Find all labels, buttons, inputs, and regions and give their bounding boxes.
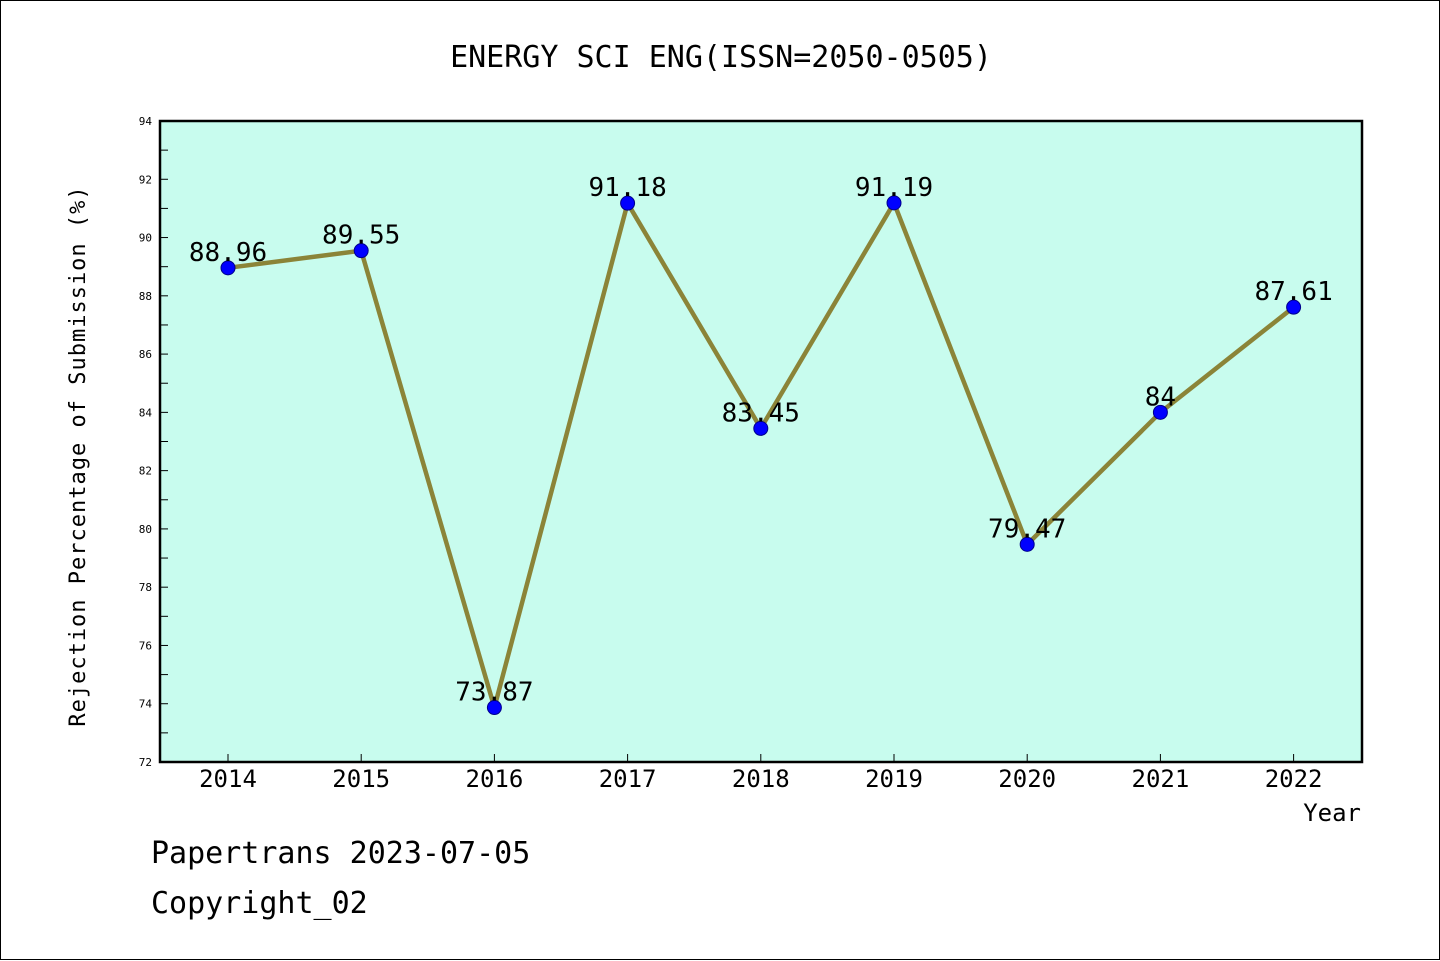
footer-copyright: Copyright_02 [151,886,368,921]
x-tick-label: 2014 [199,765,257,793]
data-point [620,195,636,211]
y-tick-label: 78 [139,581,152,594]
data-point [486,700,502,716]
data-label: 87.61 [1254,277,1332,307]
data-point [220,260,236,276]
data-label: 89.55 [322,221,400,251]
data-point [1286,299,1302,315]
data-label: 91.18 [588,173,666,203]
data-label: 83.45 [722,398,800,428]
x-tick-label: 2021 [1132,765,1190,793]
data-labels: 88.96 89.55 73.87 91.18 83.45 91.19 79.47 84 87.… [189,173,1333,708]
y-axis-label: Rejection Percentage of Submission (%) [66,185,91,726]
y-axis: 72 74 76 78 80 82 84 86 88 90 92 94 [139,115,168,769]
plot-area [158,119,1364,764]
y-tick-label: 80 [139,523,152,536]
data-label: 73.87 [455,678,533,708]
data-points [220,195,1302,716]
x-tick-label: 2016 [466,765,524,793]
x-tick-label: 2018 [732,765,790,793]
y-tick-label: 72 [139,756,152,769]
y-tick-label: 90 [139,232,152,245]
x-tick-label: 2015 [332,765,390,793]
data-label: 79.47 [988,514,1066,544]
data-point [886,195,902,211]
y-tick-label: 82 [139,465,152,478]
data-point [753,420,769,436]
x-tick-label: 2020 [998,765,1056,793]
y-tick-label: 84 [139,406,153,419]
y-tick-label: 76 [139,639,152,652]
chart-title: ENERGY SCI ENG(ISSN=2050-0505) [450,40,992,75]
y-tick-label: 94 [139,115,153,128]
x-tick-label: 2019 [865,765,923,793]
y-tick-label: 74 [139,698,153,711]
x-axis: 2014 2015 2016 2017 2018 2019 2020 2021 2022 [199,754,1322,793]
y-tick-label: 92 [139,173,152,186]
data-point [353,243,369,259]
data-label: 88.96 [189,238,267,268]
x-axis-label: Year [1303,799,1361,827]
y-tick-label: 86 [139,348,152,361]
footer-source: Papertrans 2023-07-05 [151,836,531,871]
data-point [1152,404,1168,420]
data-label: 84 [1145,382,1176,412]
data-point [1019,536,1035,552]
data-label: 91.19 [855,173,933,203]
x-tick-label: 2022 [1265,765,1323,793]
x-tick-label: 2017 [599,765,657,793]
y-tick-label: 88 [139,290,152,303]
